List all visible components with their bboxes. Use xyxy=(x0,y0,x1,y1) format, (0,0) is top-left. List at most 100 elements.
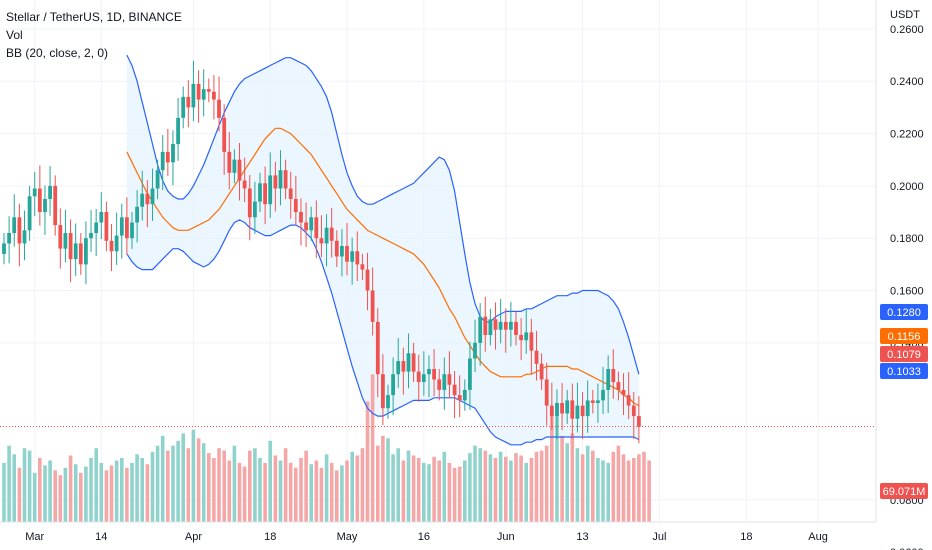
candle-body xyxy=(12,217,17,233)
volume-bar xyxy=(504,456,508,522)
volume-bar xyxy=(94,448,98,522)
candle-body xyxy=(119,217,124,236)
volume-bar xyxy=(201,443,206,522)
candle-body xyxy=(355,251,360,265)
price-badge xyxy=(880,304,928,320)
candle-body xyxy=(242,180,247,189)
bollinger-legend[interactable]: BB (20, close, 2, 0) xyxy=(6,46,109,60)
time-tick-label: Jun xyxy=(497,531,515,543)
volume-bar xyxy=(207,453,211,522)
candle-body xyxy=(232,159,237,173)
volume-bar xyxy=(17,467,22,522)
candle-body xyxy=(611,369,616,383)
volume-bar xyxy=(181,433,185,522)
candle-body xyxy=(227,151,232,173)
volume-bar xyxy=(401,460,406,522)
price-badge-label: 0.1079 xyxy=(887,349,921,361)
candle-body xyxy=(130,222,134,239)
volume-bar xyxy=(309,464,313,522)
volume-bar xyxy=(570,433,575,522)
volume-bar xyxy=(391,454,395,522)
candle-body xyxy=(176,117,180,145)
price-badge-label: 0.1280 xyxy=(887,307,921,319)
time-axis-ticks[interactable]: Mar 14 Apr 18 May 16 Jun 13 Jul 18 Aug xyxy=(25,531,828,543)
candle-body xyxy=(447,374,452,385)
candle-body xyxy=(247,188,252,218)
volume-legend[interactable]: Vol xyxy=(6,28,23,42)
time-tick-label: 14 xyxy=(95,531,107,543)
candle-body xyxy=(626,395,631,406)
time-tick-label: Aug xyxy=(808,531,828,543)
volume-bar xyxy=(196,438,201,522)
volume-bar xyxy=(314,460,319,522)
chart-legend: Stellar / TetherUS, 1D, BINANCE Vol BB (… xyxy=(6,8,182,62)
volume-bar xyxy=(319,467,324,522)
volume-bar xyxy=(452,467,457,522)
candle-body xyxy=(171,144,175,163)
volume-bar xyxy=(232,445,237,522)
volume-bar xyxy=(186,448,191,522)
price-badge-label: 0.1156 xyxy=(888,331,921,343)
candle-body xyxy=(319,238,324,244)
volume-bar xyxy=(217,448,221,522)
time-tick-label: 18 xyxy=(740,531,752,543)
volume-bar xyxy=(43,465,47,522)
volume-bar xyxy=(498,451,503,522)
candle-body xyxy=(468,358,472,390)
price-badge xyxy=(880,346,928,362)
volume-bar xyxy=(365,401,370,522)
price-axis-bg[interactable] xyxy=(876,0,932,550)
volume-bar xyxy=(345,460,349,522)
volume-bar xyxy=(73,464,78,522)
volume-bar xyxy=(120,458,124,522)
volume-bar xyxy=(283,448,288,522)
volume-bar xyxy=(575,448,580,522)
volume-bar xyxy=(278,460,283,522)
volume-bar xyxy=(442,451,447,522)
price-axis-unit: USDT xyxy=(890,9,920,21)
volume-bar xyxy=(488,454,493,522)
bollinger-fill xyxy=(126,55,639,445)
volume-bar xyxy=(299,458,303,522)
volume-bar xyxy=(514,453,518,522)
volume-bar xyxy=(509,460,513,522)
volume-bar xyxy=(84,466,88,522)
volume-bar xyxy=(350,451,354,522)
candle-body xyxy=(2,243,6,254)
candle-body xyxy=(462,389,467,401)
volume-bar xyxy=(268,440,272,522)
volume-bar xyxy=(145,464,150,522)
candle-body xyxy=(427,369,431,375)
candle-body xyxy=(135,206,139,223)
candle-body xyxy=(94,222,99,233)
volume-bar xyxy=(406,450,411,522)
symbol-title[interactable]: Stellar / TetherUS, 1D, BINANCE xyxy=(6,10,182,24)
volume-bar xyxy=(140,458,144,522)
volume-bar xyxy=(565,443,569,522)
volume-bar xyxy=(370,374,375,522)
volume-bars xyxy=(2,374,651,522)
volume-bar xyxy=(38,458,42,522)
candle-body xyxy=(483,316,488,335)
volume-bar xyxy=(32,472,37,522)
volume-bar xyxy=(493,458,498,522)
candle-body xyxy=(309,217,314,231)
candle-body xyxy=(498,321,503,330)
candle-body xyxy=(457,395,462,401)
candle-body xyxy=(549,405,554,417)
candle-body xyxy=(89,233,93,239)
candle-body xyxy=(478,316,483,343)
price-tick-label: 0.2000 xyxy=(890,181,924,193)
candle-body xyxy=(370,290,375,322)
volume-bar xyxy=(524,462,528,522)
volume-bar xyxy=(519,455,523,522)
candle-body xyxy=(575,405,580,419)
candle-body xyxy=(37,188,42,212)
volume-bar xyxy=(560,435,564,522)
candle-body xyxy=(401,361,406,372)
candle-body xyxy=(58,225,63,249)
time-tick-label: Mar xyxy=(25,531,44,543)
volume-bar xyxy=(626,460,631,522)
candle-body xyxy=(519,335,523,341)
